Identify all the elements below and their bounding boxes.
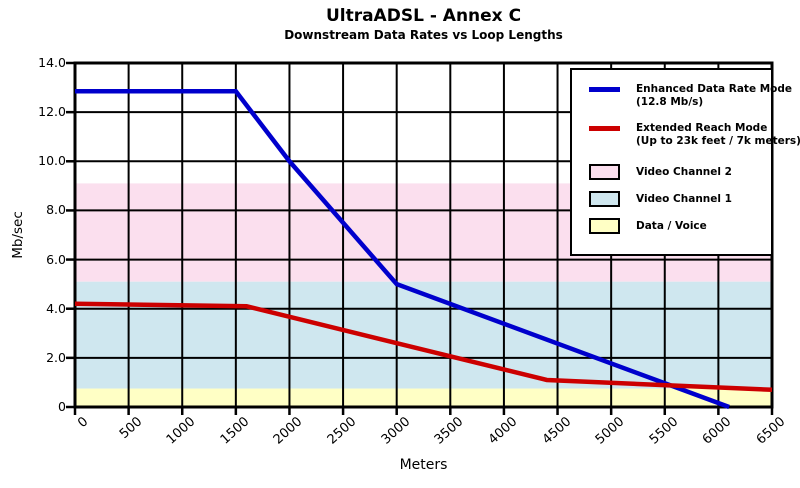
- legend-box-swatch-video-channel-2: [589, 164, 620, 180]
- legend-label-line1: Extended Reach Mode: [636, 122, 768, 134]
- legend: Enhanced Data Rate Mode (12.8 Mb/s) Exte…: [570, 68, 800, 256]
- y-tick-label: 0: [58, 399, 66, 414]
- legend-label-video-channel-1: Video Channel 1: [636, 193, 732, 205]
- y-tick-label: 6.0: [46, 251, 66, 267]
- y-tick-label: 14.0: [38, 55, 66, 70]
- chart-title: UltraADSL - Annex C: [325, 6, 522, 26]
- legend-item-data-voice: Data / Voice: [589, 218, 763, 235]
- chart-subtitle: Downstream Data Rates vs Loop Lengths: [284, 28, 563, 42]
- legend-item-enhanced-data-rate-mode: Enhanced Data Rate Mode (12.8 Mb/s): [589, 83, 792, 109]
- y-tick-label: 4.0: [46, 300, 66, 316]
- band-video-channel-1: [75, 281, 772, 389]
- legend-item-extended-reach-mode: Extended Reach Mode (Up to 23k feet / 7k…: [589, 122, 800, 148]
- legend-box-swatch-video-channel-1: [589, 191, 620, 207]
- legend-label-line2: (Up to 23k feet / 7k meters): [636, 135, 800, 147]
- legend-box-swatch-data-voice: [589, 218, 620, 234]
- legend-label-data-voice: Data / Voice: [636, 220, 707, 232]
- band-data-voice: [75, 388, 772, 407]
- legend-label-line2: (12.8 Mb/s): [636, 96, 704, 108]
- legend-label-video-channel-2: Video Channel 2: [636, 166, 732, 178]
- legend-item-video-channel-1: Video Channel 1: [589, 191, 763, 208]
- legend-line-swatch-extended: [589, 126, 620, 131]
- y-tick-label: 12.0: [38, 104, 66, 120]
- series-line-enhanced-data-rate-mode: [75, 89, 730, 410]
- series-line-extended-reach-mode: [74, 301, 773, 393]
- legend-label-enhanced: Enhanced Data Rate Mode (12.8 Mb/s): [636, 83, 792, 109]
- y-tick-label: 2.0: [46, 349, 66, 365]
- x-axis-title: Meters: [399, 457, 448, 473]
- y-tick-label: 10.0: [38, 153, 66, 169]
- legend-label-extended: Extended Reach Mode (Up to 23k feet / 7k…: [636, 122, 800, 148]
- legend-line-swatch-enhanced: [589, 87, 620, 92]
- legend-label-line1: Enhanced Data Rate Mode: [636, 83, 793, 95]
- y-tick-label: 8.0: [46, 202, 66, 218]
- y-axis-title: Mb/sec: [10, 211, 26, 259]
- legend-item-video-channel-2: Video Channel 2: [589, 164, 763, 181]
